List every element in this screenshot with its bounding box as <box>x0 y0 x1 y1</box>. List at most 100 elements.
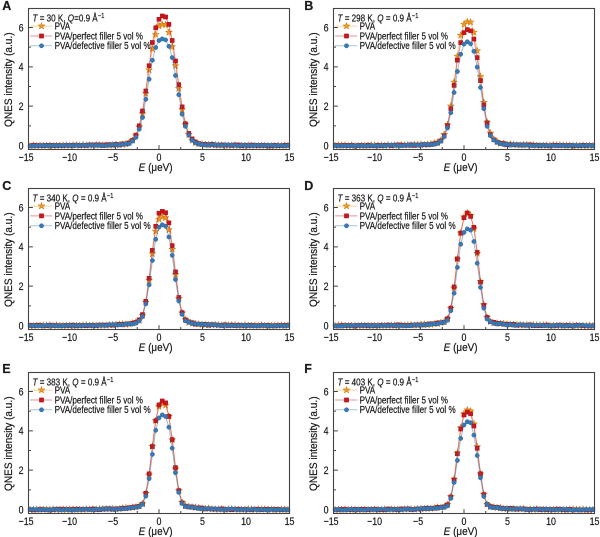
svg-text:T = 298 K, Q = 0.9 Å−1: T = 298 K, Q = 0.9 Å−1 <box>338 13 419 24</box>
svg-text:F: F <box>304 362 312 376</box>
svg-text:6: 6 <box>324 203 329 215</box>
svg-text:−10: −10 <box>367 152 382 164</box>
svg-text:−10: −10 <box>367 516 382 528</box>
svg-text:QNES intensity (a.u.): QNES intensity (a.u.) <box>4 32 15 126</box>
svg-text:QNES intensity (a.u.): QNES intensity (a.u.) <box>309 212 320 306</box>
svg-text:2: 2 <box>324 101 329 113</box>
svg-text:10: 10 <box>241 516 251 528</box>
svg-text:2: 2 <box>19 281 24 293</box>
svg-text:6: 6 <box>19 23 24 35</box>
svg-text:15: 15 <box>285 516 295 528</box>
svg-text:PVA/perfect filler 5 vol %: PVA/perfect filler 5 vol % <box>360 395 448 406</box>
svg-text:0: 0 <box>19 505 24 517</box>
svg-text:−5: −5 <box>413 516 424 528</box>
svg-text:−5: −5 <box>108 332 119 344</box>
svg-text:PVA: PVA <box>360 385 376 396</box>
svg-text:E (μeV): E (μeV) <box>444 527 478 537</box>
svg-text:T = 403 K, Q = 0.9 Å−1: T = 403 K, Q = 0.9 Å−1 <box>338 377 419 388</box>
svg-text:−5: −5 <box>413 152 424 164</box>
svg-text:−10: −10 <box>62 152 77 164</box>
svg-text:5: 5 <box>505 516 510 528</box>
svg-text:5: 5 <box>505 152 510 164</box>
svg-text:E: E <box>2 362 10 376</box>
svg-text:PVA/perfect filler 5 vol %: PVA/perfect filler 5 vol % <box>360 31 448 42</box>
svg-text:−5: −5 <box>108 152 119 164</box>
svg-text:0: 0 <box>462 516 467 528</box>
svg-text:4: 4 <box>324 426 329 438</box>
svg-text:0: 0 <box>462 332 467 344</box>
svg-text:4: 4 <box>19 242 24 254</box>
svg-text:−10: −10 <box>367 332 382 344</box>
svg-text:0: 0 <box>324 321 329 333</box>
svg-text:PVA: PVA <box>55 201 71 212</box>
svg-text:10: 10 <box>241 332 251 344</box>
svg-text:5: 5 <box>200 516 205 528</box>
svg-text:15: 15 <box>590 152 600 164</box>
svg-text:5: 5 <box>200 332 205 344</box>
svg-text:0: 0 <box>19 321 24 333</box>
svg-text:QNES intensity (a.u.): QNES intensity (a.u.) <box>309 396 320 490</box>
svg-text:D: D <box>304 179 313 193</box>
svg-text:6: 6 <box>19 387 24 399</box>
svg-text:PVA/perfect filler 5 vol %: PVA/perfect filler 5 vol % <box>55 395 143 406</box>
svg-text:−10: −10 <box>62 332 77 344</box>
svg-text:10: 10 <box>546 152 556 164</box>
svg-text:5: 5 <box>200 152 205 164</box>
svg-text:PVA/defective filler 5 vol %: PVA/defective filler 5 vol % <box>55 41 151 52</box>
svg-text:0: 0 <box>324 505 329 517</box>
svg-text:C: C <box>2 179 11 193</box>
svg-text:PVA/defective filler 5 vol %: PVA/defective filler 5 vol % <box>55 405 151 416</box>
svg-text:−15: −15 <box>19 516 34 528</box>
svg-text:0: 0 <box>324 141 329 153</box>
svg-text:E (μeV): E (μeV) <box>139 343 173 354</box>
svg-text:15: 15 <box>285 332 295 344</box>
svg-text:10: 10 <box>546 332 556 344</box>
svg-text:−15: −15 <box>19 332 34 344</box>
svg-text:PVA/defective filler 5 vol %: PVA/defective filler 5 vol % <box>360 221 456 232</box>
svg-text:PVA/perfect filler 5 vol %: PVA/perfect filler 5 vol % <box>55 31 143 42</box>
svg-text:15: 15 <box>590 332 600 344</box>
svg-text:15: 15 <box>285 152 295 164</box>
svg-text:T = 340 K, Q = 0.9 Å−1: T = 340 K, Q = 0.9 Å−1 <box>33 193 114 204</box>
svg-text:PVA/defective filler 5 vol %: PVA/defective filler 5 vol % <box>360 405 456 416</box>
svg-text:−10: −10 <box>62 516 77 528</box>
svg-text:−15: −15 <box>324 152 339 164</box>
svg-text:T = 30 K, Q=0.9 Å−1: T = 30 K, Q=0.9 Å−1 <box>33 13 105 24</box>
svg-text:2: 2 <box>19 465 24 477</box>
svg-text:5: 5 <box>505 332 510 344</box>
svg-text:10: 10 <box>241 152 251 164</box>
svg-text:PVA: PVA <box>360 201 376 212</box>
svg-text:−15: −15 <box>324 332 339 344</box>
svg-text:0: 0 <box>157 332 162 344</box>
svg-text:−5: −5 <box>108 516 119 528</box>
svg-text:2: 2 <box>19 101 24 113</box>
svg-text:PVA/defective filler 5 vol %: PVA/defective filler 5 vol % <box>55 221 151 232</box>
svg-text:T = 383 K, Q = 0.9 Å−1: T = 383 K, Q = 0.9 Å−1 <box>33 377 114 388</box>
svg-text:T = 363 K, Q = 0.9 Å−1: T = 363 K, Q = 0.9 Å−1 <box>338 193 419 204</box>
svg-text:10: 10 <box>546 516 556 528</box>
svg-text:QNES intensity (a.u.): QNES intensity (a.u.) <box>309 32 320 126</box>
svg-text:4: 4 <box>19 426 24 438</box>
svg-text:PVA: PVA <box>55 21 71 32</box>
svg-text:0: 0 <box>157 152 162 164</box>
svg-text:B: B <box>304 0 313 13</box>
svg-text:−15: −15 <box>324 516 339 528</box>
svg-text:6: 6 <box>324 23 329 35</box>
svg-text:E (μeV): E (μeV) <box>139 527 173 537</box>
svg-text:E (μeV): E (μeV) <box>444 343 478 354</box>
svg-text:A: A <box>2 0 11 13</box>
svg-text:PVA: PVA <box>55 385 71 396</box>
svg-text:0: 0 <box>462 152 467 164</box>
svg-text:PVA/defective filler 5 vol %: PVA/defective filler 5 vol % <box>360 41 456 52</box>
svg-text:E (μeV): E (μeV) <box>444 163 478 174</box>
svg-text:6: 6 <box>324 387 329 399</box>
svg-text:4: 4 <box>324 62 329 74</box>
svg-text:2: 2 <box>324 281 329 293</box>
svg-text:PVA/perfect filler 5 vol %: PVA/perfect filler 5 vol % <box>360 211 448 222</box>
svg-text:PVA: PVA <box>360 21 376 32</box>
svg-text:6: 6 <box>19 203 24 215</box>
svg-text:QNES intensity (a.u.): QNES intensity (a.u.) <box>4 396 15 490</box>
svg-text:E (μeV): E (μeV) <box>139 163 173 174</box>
svg-text:−5: −5 <box>413 332 424 344</box>
svg-text:0: 0 <box>19 141 24 153</box>
